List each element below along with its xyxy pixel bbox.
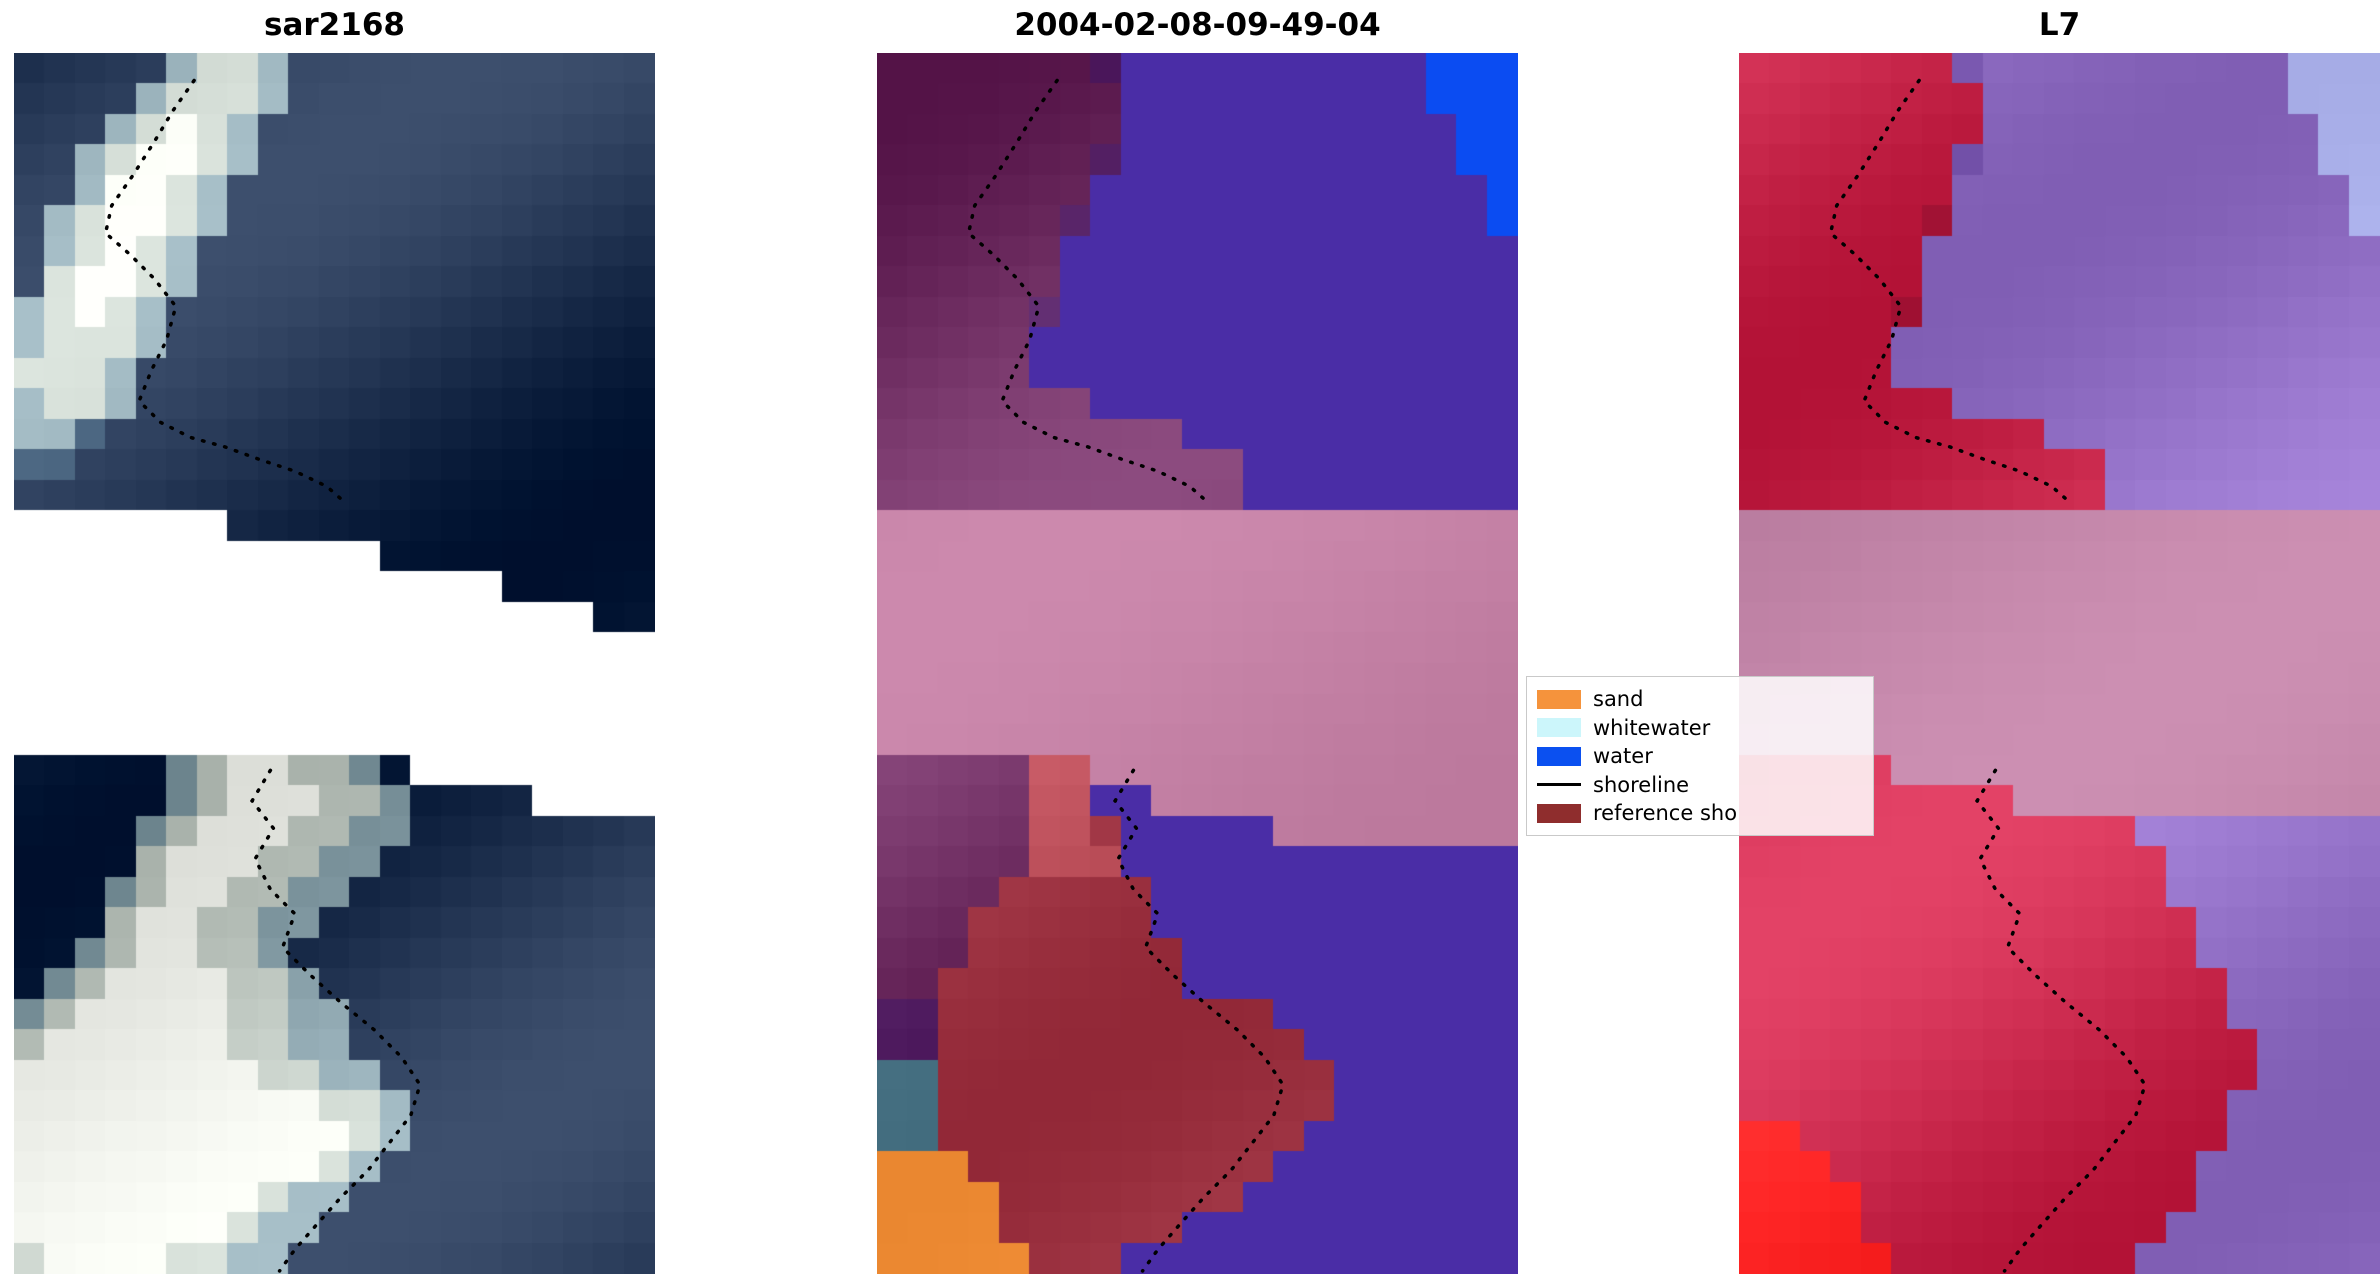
- l7-image: [1739, 53, 2380, 1274]
- panel-title-sar: sar2168: [264, 7, 405, 43]
- classification-image-panel: [877, 53, 1518, 1274]
- legend-item-reference-shoreline: reference sho: [1537, 800, 1863, 826]
- panel-title-classification: 2004-02-08-09-49-04: [1014, 7, 1381, 43]
- sar-image: [14, 53, 655, 1274]
- legend-label: sand: [1593, 687, 1644, 711]
- shoreline-line-swatch: [1537, 783, 1581, 786]
- classification-image: [877, 53, 1518, 1274]
- legend-label: whitewater: [1593, 715, 1711, 740]
- whitewater-color-swatch: [1537, 718, 1581, 737]
- legend-label: shoreline: [1593, 772, 1690, 797]
- legend-item-sand: sand: [1537, 686, 1863, 712]
- legend-item-whitewater: whitewater: [1537, 715, 1863, 741]
- legend-box: sand whitewater water shoreline referenc…: [1526, 676, 1874, 836]
- l7-image-panel: [1739, 53, 2380, 1274]
- reference-shoreline-color-swatch: [1537, 803, 1581, 823]
- legend-item-water: water: [1537, 743, 1863, 769]
- panel-title-l7: L7: [2038, 7, 2081, 43]
- legend-label: water: [1593, 744, 1653, 768]
- sar-image-panel: [14, 53, 655, 1274]
- sand-color-swatch: [1537, 689, 1581, 709]
- legend-label: reference sho: [1593, 801, 1738, 825]
- water-color-swatch: [1537, 746, 1581, 766]
- legend-item-shoreline: shoreline: [1537, 772, 1863, 798]
